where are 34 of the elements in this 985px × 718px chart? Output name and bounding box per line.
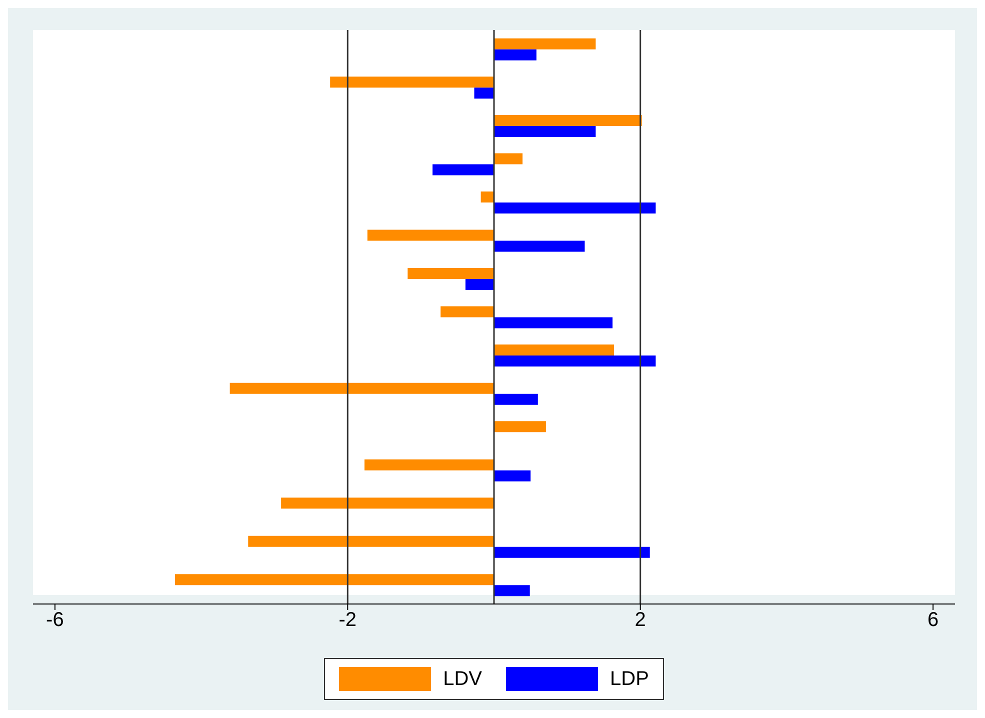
bar bbox=[494, 202, 656, 214]
bar bbox=[465, 279, 494, 290]
bar bbox=[494, 421, 546, 432]
bar bbox=[230, 382, 494, 394]
x-tick-label: 6 bbox=[927, 609, 939, 632]
bar bbox=[494, 585, 530, 596]
x-tick-label: 2 bbox=[634, 609, 646, 632]
bar bbox=[494, 153, 523, 164]
bar bbox=[494, 470, 531, 482]
bar bbox=[494, 38, 596, 50]
bar bbox=[494, 394, 538, 405]
bar bbox=[408, 268, 494, 280]
bar bbox=[281, 498, 494, 509]
legend-label: LDP bbox=[610, 668, 649, 690]
bar bbox=[494, 344, 614, 356]
bar bbox=[494, 240, 585, 252]
bar bbox=[248, 536, 494, 547]
bar bbox=[330, 76, 494, 88]
x-tick-label: -6 bbox=[46, 609, 64, 632]
bar bbox=[474, 88, 494, 99]
bar bbox=[494, 126, 596, 137]
bar bbox=[494, 317, 613, 328]
bar bbox=[364, 459, 494, 470]
bar bbox=[494, 356, 656, 367]
x-tick-label: -2 bbox=[338, 609, 357, 632]
legend-label: LDV bbox=[443, 668, 482, 690]
bar bbox=[480, 191, 494, 202]
bar bbox=[440, 306, 494, 318]
bar bbox=[494, 49, 536, 60]
bar bbox=[432, 164, 494, 176]
bar bbox=[494, 114, 642, 126]
bar bbox=[367, 230, 494, 241]
bar bbox=[174, 574, 494, 586]
bar bbox=[494, 546, 650, 558]
